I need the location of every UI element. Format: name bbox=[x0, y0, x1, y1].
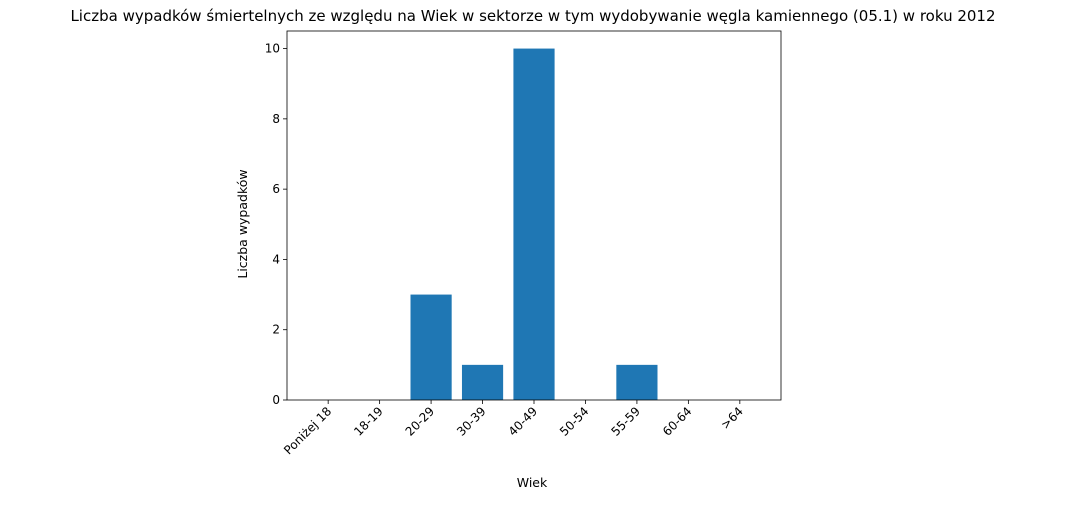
chart-title: Liczba wypadków śmiertelnych ze względu … bbox=[70, 7, 995, 25]
x-tick-label: 55-59 bbox=[608, 404, 643, 439]
y-tick-label: 6 bbox=[272, 182, 280, 196]
y-tick-label: 10 bbox=[265, 42, 280, 56]
x-tick-label: 30-39 bbox=[454, 404, 489, 439]
x-tick-label: 60-64 bbox=[660, 404, 695, 439]
x-tick-label: Poniżej 18 bbox=[281, 404, 334, 457]
plot-frame bbox=[286, 30, 782, 401]
bar-40-49 bbox=[513, 48, 555, 400]
x-tick-label: 40-49 bbox=[506, 404, 541, 439]
bar-20-29 bbox=[410, 294, 452, 400]
bar-55-59 bbox=[616, 364, 658, 400]
bars bbox=[410, 48, 658, 400]
x-axis: Poniżej 18 18-19 20-29 30-39 40-49 50-54 55-59… bbox=[281, 400, 746, 457]
y-axis: 0 2 4 6 8 10 bbox=[265, 42, 287, 407]
y-tick-label: 0 bbox=[272, 393, 280, 407]
y-tick-label: 4 bbox=[272, 252, 280, 266]
y-axis-label: Liczba wypadków bbox=[235, 169, 250, 278]
bar-30-39 bbox=[461, 364, 504, 400]
x-tick-label: 18-19 bbox=[351, 404, 386, 439]
y-tick-label: 2 bbox=[272, 323, 280, 337]
y-tick-label: 8 bbox=[272, 112, 280, 126]
x-tick-label: 50-54 bbox=[557, 404, 592, 439]
x-tick-label: 20-29 bbox=[403, 404, 438, 439]
x-axis-label: Wiek bbox=[517, 475, 548, 490]
x-tick-label: >64 bbox=[718, 404, 746, 432]
